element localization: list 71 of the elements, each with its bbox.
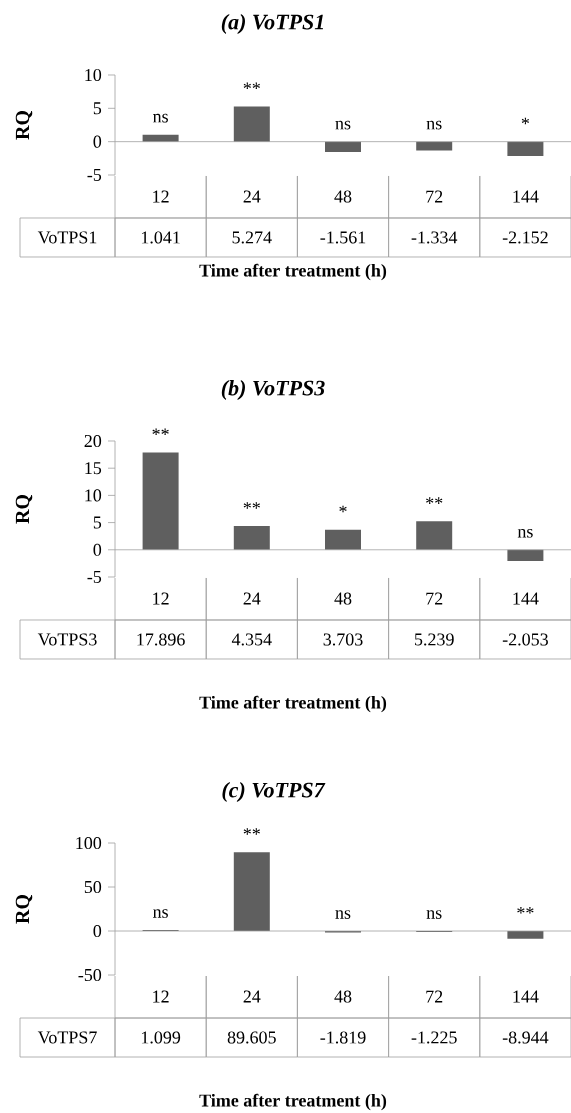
- x-tick-label: 24: [243, 190, 261, 203]
- annotation: ns: [335, 910, 351, 919]
- text: VoTPS1: [37, 231, 97, 244]
- data-label: -1.334: [411, 231, 458, 244]
- y-tick-label: 10: [85, 489, 102, 502]
- x-tick-label: 144: [513, 592, 539, 605]
- annotation: ns: [153, 909, 168, 918]
- annotation: **: [243, 502, 260, 509]
- annotation: ns: [153, 113, 168, 123]
- data-label: -1.225: [411, 1031, 457, 1044]
- chart-title: (b) VoTPS3: [221, 380, 325, 400]
- text: **: [243, 828, 260, 835]
- x-tick-label: 48: [334, 190, 352, 203]
- y-tick-label: 5: [93, 516, 102, 529]
- y-tick-label: 0: [93, 135, 102, 148]
- y-tick-label: -5: [87, 169, 102, 181]
- y-axis-title: RQ: [15, 110, 33, 140]
- data-label: 89.605: [227, 1031, 276, 1044]
- y-tick-label: 0: [93, 924, 102, 938]
- annotation: **: [426, 497, 443, 504]
- annotation: *: [339, 505, 347, 513]
- annotation: ns: [335, 120, 351, 130]
- y-tick-label: 20: [84, 434, 102, 448]
- x-tick-label: 72: [426, 190, 443, 203]
- x-tick-label: 48: [334, 990, 352, 1003]
- x-tick-label: 48: [334, 592, 352, 605]
- y-tick-label: 10: [85, 68, 102, 82]
- text: VoTPS7: [37, 1031, 97, 1044]
- x-axis-title: Time after treatment (h): [199, 263, 387, 281]
- annotation: **: [243, 82, 260, 90]
- y-tick-label: 50: [84, 880, 102, 894]
- y-tick-label: 100: [76, 836, 102, 850]
- x-tick-label: 72: [426, 990, 443, 1003]
- data-label: -1.819: [320, 1031, 366, 1044]
- data-label: -2.053: [502, 633, 548, 646]
- x-tick-label: 12: [153, 592, 169, 605]
- annotation: ns: [426, 120, 442, 130]
- y-axis-title: RQ: [15, 494, 33, 524]
- data-label: 17.896: [137, 633, 185, 646]
- chart-title: (c) VoTPS7: [222, 782, 326, 802]
- x-axis-title: Time after treatment (h): [199, 1093, 387, 1111]
- y-tick-label: 15: [85, 462, 102, 475]
- annotation: ns: [517, 528, 533, 538]
- x-tick-label: 24: [243, 990, 261, 1003]
- annotation: ns: [426, 910, 442, 919]
- x-tick-label: 24: [243, 592, 261, 605]
- data-label: -8.944: [502, 1031, 549, 1044]
- data-label: 5.274: [232, 231, 272, 244]
- y-tick-label: 0: [93, 543, 102, 556]
- annotation: **: [517, 907, 534, 914]
- data-label: -2.152: [502, 231, 548, 244]
- x-tick-label: 72: [426, 592, 443, 605]
- data-label: -1.561: [320, 231, 366, 244]
- x-tick-label: 144: [513, 990, 539, 1003]
- data-label: 1.041: [141, 231, 180, 244]
- data-label: 5.239: [415, 633, 454, 646]
- y-tick-label: -50: [78, 968, 102, 982]
- y-tick-label: 5: [93, 102, 102, 115]
- text: VoTPS3: [37, 633, 97, 646]
- data-label: 1.099: [141, 1031, 181, 1044]
- x-tick-label: 144: [513, 190, 539, 203]
- x-tick-label: 12: [153, 990, 169, 1003]
- x-axis-title: Time after treatment (h): [199, 695, 387, 713]
- y-axis-title: RQ: [15, 894, 33, 924]
- x-tick-label: 12: [153, 190, 169, 203]
- y-tick-label: -5: [87, 571, 102, 583]
- data-label: 3.703: [323, 633, 363, 646]
- annotation: *: [521, 117, 530, 125]
- text: **: [152, 428, 169, 436]
- data-label: 4.354: [231, 633, 272, 646]
- chart-title: (a) VoTPS1: [221, 14, 324, 34]
